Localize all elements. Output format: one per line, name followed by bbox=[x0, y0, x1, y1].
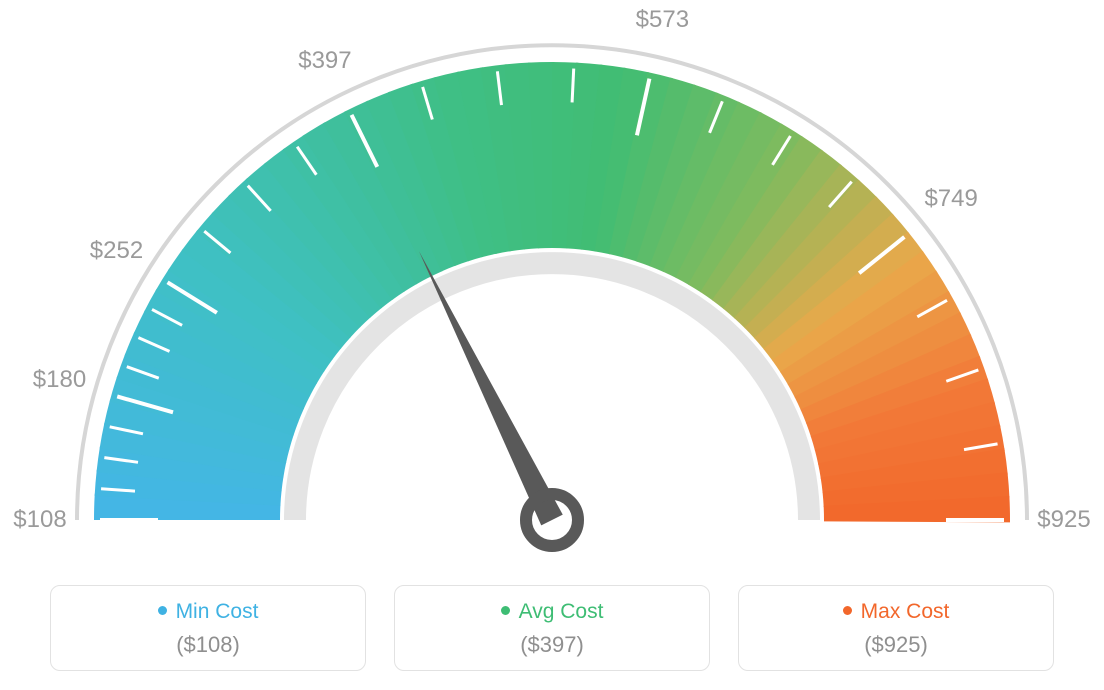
legend-title: Max Cost bbox=[749, 600, 1043, 624]
legend-card-min: Min Cost ($108) bbox=[50, 585, 366, 671]
tick-label: $252 bbox=[90, 237, 143, 265]
gauge-band bbox=[94, 62, 1010, 522]
legend-value: ($397) bbox=[405, 632, 699, 658]
tick-label: $573 bbox=[636, 6, 689, 34]
tick-label: $397 bbox=[298, 47, 351, 75]
legend-card-max: Max Cost ($925) bbox=[738, 585, 1054, 671]
legend-title: Avg Cost bbox=[405, 600, 699, 624]
legend-value: ($108) bbox=[61, 632, 355, 658]
tick-label: $749 bbox=[924, 185, 977, 213]
gauge-svg bbox=[0, 0, 1104, 560]
tick-label: $180 bbox=[33, 366, 86, 394]
legend-card-avg: Avg Cost ($397) bbox=[394, 585, 710, 671]
gauge-needle bbox=[419, 251, 563, 525]
legend-value: ($925) bbox=[749, 632, 1043, 658]
tick-label: $925 bbox=[1037, 506, 1090, 534]
legend-row: Min Cost ($108) Avg Cost ($397) Max Cost ($92… bbox=[50, 585, 1054, 671]
legend-title: Min Cost bbox=[61, 600, 355, 624]
tick-label: $108 bbox=[13, 506, 66, 534]
gauge-chart: $108 $180 $252 $397 $573 $749 $925 bbox=[0, 0, 1104, 560]
